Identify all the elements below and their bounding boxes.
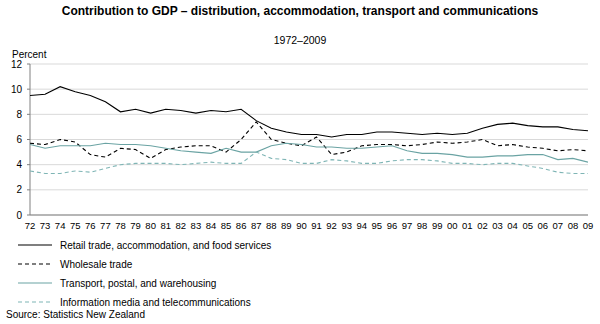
x-tick-label: 86: [236, 220, 247, 231]
x-tick-label: 08: [568, 220, 579, 231]
source: Source: Statistics New Zealand: [6, 309, 145, 320]
x-tick-label: 74: [55, 220, 66, 231]
x-tick-label: 89: [281, 220, 292, 231]
x-tick-label: 03: [492, 220, 503, 231]
chart: Contribution to GDP – distribution, acco…: [0, 0, 600, 324]
series-line: [30, 152, 588, 173]
x-tick-label: 95: [372, 220, 383, 231]
x-tick-label: 73: [40, 220, 51, 231]
grid-line: [30, 139, 588, 140]
grid-line: [30, 215, 588, 216]
title: Contribution to GDP – distribution, acco…: [62, 4, 539, 18]
x-tick-label: 72: [25, 220, 36, 231]
grid-line: [30, 164, 588, 165]
y-tick-label: 8: [16, 109, 22, 120]
x-tick-label: 79: [130, 220, 141, 231]
x-axis: [30, 215, 588, 216]
series-line: [30, 143, 588, 162]
y-tick-label: 2: [16, 184, 22, 195]
legend-swatch: [18, 244, 52, 245]
x-tick-label: 94: [356, 220, 367, 231]
legend-label: Transport, postal, and warehousing: [60, 278, 216, 289]
legend-label: Retail trade, accommodation, and food se…: [60, 240, 271, 251]
x-tick-label: 97: [402, 220, 413, 231]
x-tick-label: 04: [507, 220, 518, 231]
grid-line: [30, 64, 588, 65]
grid-line: [30, 189, 588, 190]
x-tick-label: 96: [387, 220, 398, 231]
x-tick-label: 92: [326, 220, 337, 231]
x-tick-label: 75: [70, 220, 81, 231]
x-tick-label: 76: [85, 220, 96, 231]
x-tick-label: 90: [296, 220, 307, 231]
x-tick-label: 77: [100, 220, 111, 231]
legend-label: Wholesale trade: [60, 259, 133, 270]
legend-label: Information media and telecommunications: [60, 297, 251, 308]
x-tick-label: 05: [522, 220, 533, 231]
y-tick-label: 0: [16, 210, 22, 221]
x-tick-label: 81: [160, 220, 171, 231]
x-tick-label: 85: [221, 220, 232, 231]
x-tick-label: 06: [537, 220, 548, 231]
grid-line: [30, 114, 588, 115]
x-tick-label: 93: [341, 220, 352, 231]
x-tick-label: 99: [432, 220, 443, 231]
grid-line: [30, 89, 588, 90]
x-tick-label: 02: [477, 220, 488, 231]
x-tick-label: 83: [191, 220, 202, 231]
y-tick-label: 4: [16, 159, 22, 170]
y-tick-label: 12: [11, 59, 23, 70]
x-tick-label: 07: [553, 220, 564, 231]
x-tick-label: 88: [266, 220, 277, 231]
x-tick-label: 80: [145, 220, 156, 231]
x-tick-label: 00: [447, 220, 458, 231]
y-tick-label: 10: [11, 84, 23, 95]
x-tick-label: 82: [176, 220, 187, 231]
legend-swatch: [18, 282, 52, 283]
x-tick-label: 91: [311, 220, 322, 231]
x-tick-label: 78: [115, 220, 126, 231]
x-tick-label: 84: [206, 220, 217, 231]
x-tick-label: 98: [417, 220, 428, 231]
series-line: [30, 87, 588, 137]
series-line: [30, 122, 588, 159]
y-axis: [30, 64, 31, 215]
plot-area: [30, 87, 588, 174]
x-tick-label: 87: [251, 220, 262, 231]
legend-swatch: [18, 301, 52, 302]
legend-swatch: [18, 263, 52, 264]
y-tick-label: 6: [16, 134, 22, 145]
subtitle: 1972–2009: [274, 34, 327, 46]
x-tick-label: 01: [462, 220, 473, 231]
x-tick-label: 09: [583, 220, 594, 231]
